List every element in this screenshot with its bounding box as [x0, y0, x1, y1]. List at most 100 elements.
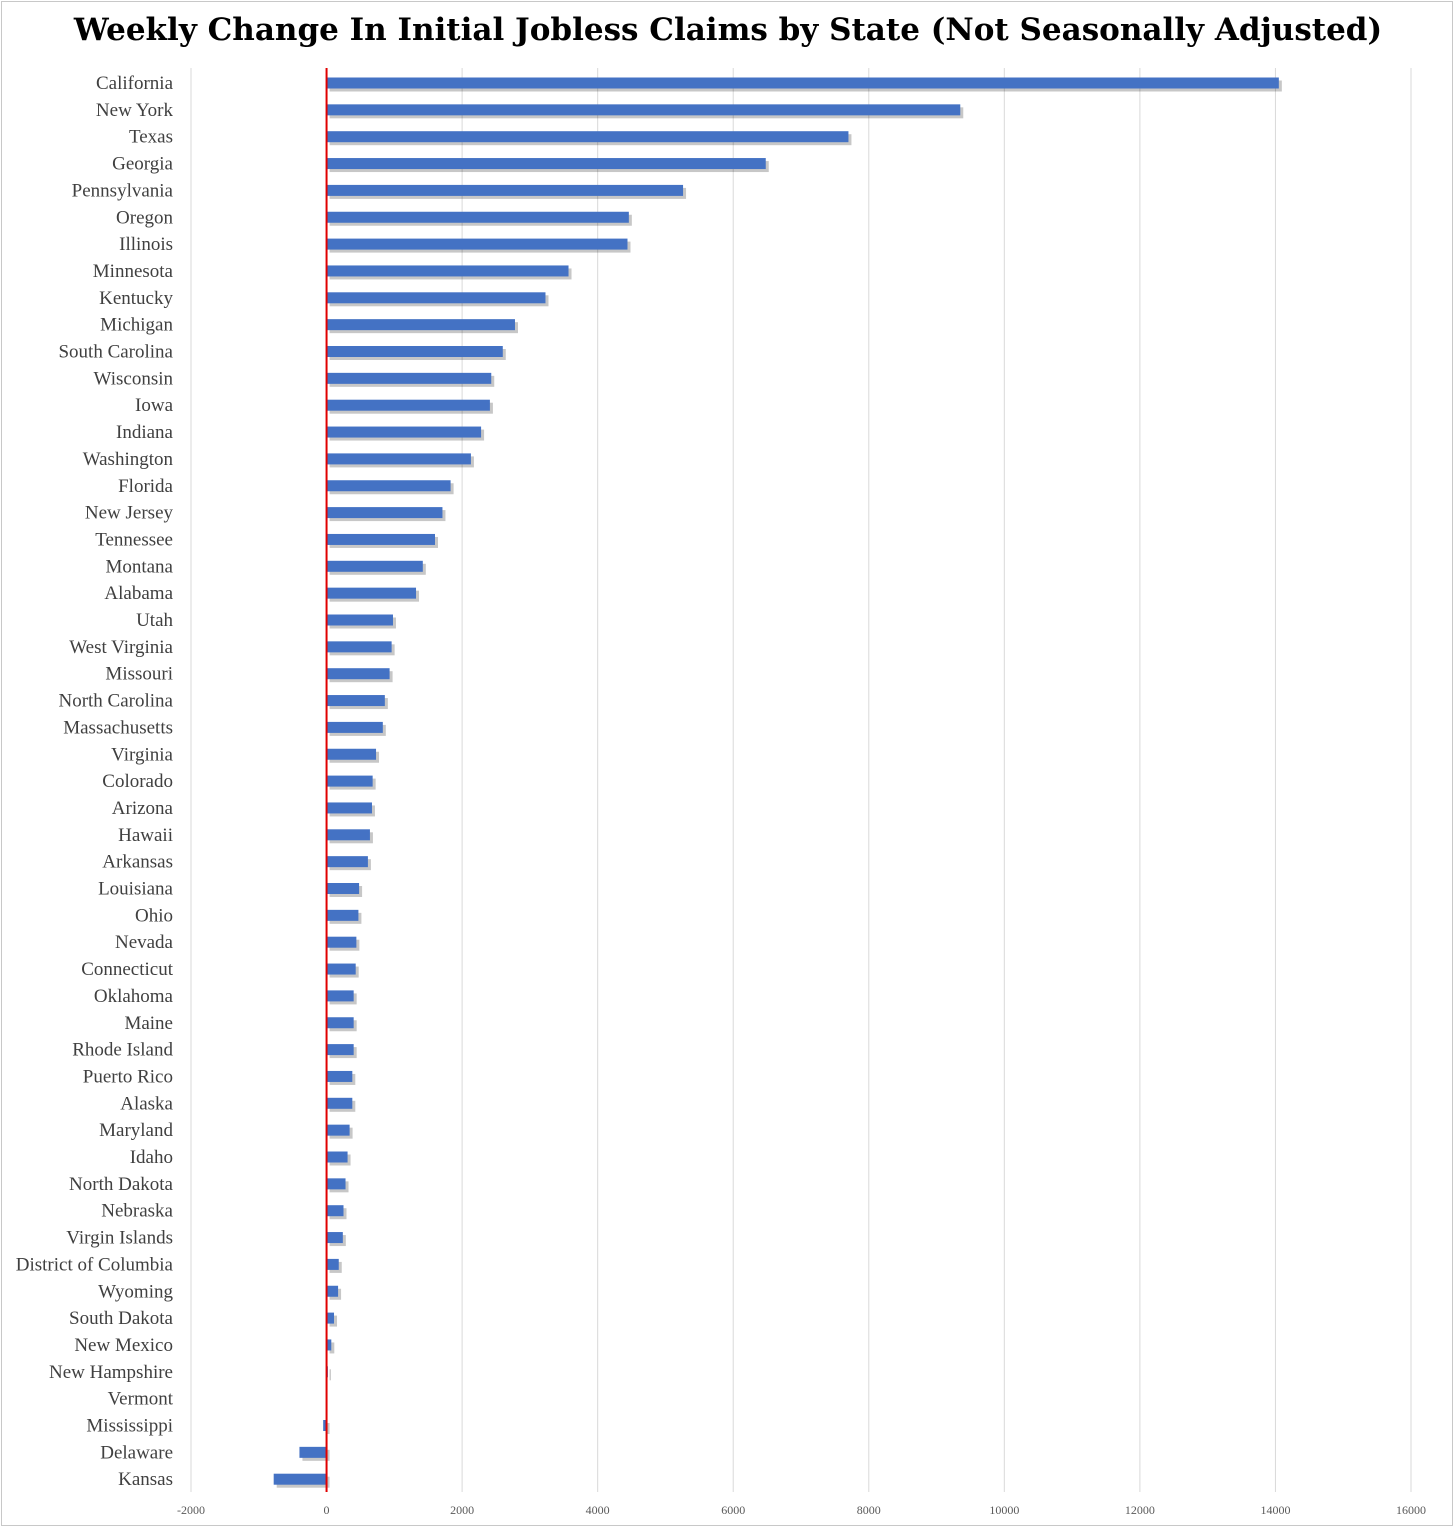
x-tick-label: 2000 [450, 1503, 474, 1517]
category-label: Nevada [115, 932, 174, 953]
bar-nebraska [326, 1205, 344, 1217]
category-label: Rhode Island [72, 1040, 173, 1061]
category-label: New Hampshire [49, 1362, 173, 1383]
category-label: Illinois [119, 234, 173, 255]
category-label: Hawaii [118, 825, 173, 846]
category-label: Michigan [100, 315, 173, 336]
category-label: Missouri [105, 664, 173, 685]
category-label: Nebraska [101, 1201, 173, 1222]
bar-tennessee [326, 533, 435, 545]
category-label: Mississippi [86, 1416, 173, 1437]
category-label: North Dakota [69, 1174, 174, 1195]
category-label: Maine [124, 1013, 173, 1034]
x-tick-label: 14000 [1260, 1503, 1290, 1517]
bar-north-dakota [326, 1178, 346, 1190]
bar-delaware [299, 1446, 327, 1458]
category-labels: California New York Texas Georgia Pennsylvan… [16, 73, 174, 1490]
x-tick-label: 6000 [721, 1503, 745, 1517]
category-label: New Mexico [74, 1335, 173, 1356]
bar-illinois [326, 238, 628, 250]
bar-alabama [326, 587, 417, 599]
chart-title: Weekly Change In Initial Jobless Claims … [73, 12, 1383, 48]
category-label: Colorado [102, 771, 173, 792]
bar-alaska [326, 1097, 353, 1109]
x-tick-label: 0 [324, 1503, 330, 1517]
bar-connecticut [326, 963, 356, 975]
bar-oregon [326, 211, 629, 223]
category-label: Florida [118, 476, 173, 497]
x-tick-labels: -2000 0 2000 4000 6000 8000 10000 12000 14000 160… [177, 1503, 1426, 1517]
category-label: Ohio [135, 905, 173, 926]
bar-colorado [326, 775, 373, 787]
category-label: California [96, 73, 174, 94]
category-label: Virgin Islands [66, 1228, 173, 1249]
bar-nevada [326, 936, 357, 948]
bar-georgia [326, 158, 766, 170]
category-label: Wyoming [98, 1281, 173, 1302]
bar-indiana [326, 426, 482, 438]
bar-new-jersey [326, 507, 443, 519]
x-tick-label: 16000 [1396, 1503, 1426, 1517]
bars [273, 77, 1282, 1488]
bar-kansas [273, 1473, 327, 1485]
category-label: District of Columbia [16, 1254, 174, 1275]
bar-arizona [326, 802, 372, 814]
bar-ohio [326, 909, 359, 921]
bar-shadow [329, 1342, 335, 1354]
category-label: New York [96, 100, 174, 121]
bar-new-york [326, 104, 961, 116]
category-label: Vermont [108, 1389, 174, 1410]
bar-wyoming [326, 1285, 339, 1297]
category-label: Indiana [116, 422, 174, 443]
bar-arkansas [326, 856, 368, 868]
bar-virginia [326, 748, 377, 760]
category-label: Wisconsin [94, 368, 174, 389]
category-label: North Carolina [58, 691, 173, 712]
category-label: Kansas [118, 1469, 173, 1490]
bar-oklahoma [326, 990, 354, 1002]
bar-maryland [326, 1124, 350, 1136]
bar-texas [326, 131, 849, 143]
x-tick-label: 4000 [586, 1503, 610, 1517]
category-label: West Virginia [69, 637, 173, 658]
category-label: Texas [129, 127, 173, 148]
category-label: South Dakota [69, 1308, 174, 1329]
bar-california [326, 77, 1279, 89]
x-tick-label: 12000 [1125, 1503, 1155, 1517]
bar-florida [326, 480, 451, 492]
category-label: Iowa [135, 395, 174, 416]
bar-shadow [329, 1369, 331, 1381]
bar-louisiana [326, 883, 360, 894]
bar-washington [326, 453, 471, 465]
bar-wisconsin [326, 372, 492, 384]
bar-north-carolina [326, 695, 385, 707]
category-label: Montana [105, 556, 173, 577]
bar-rhode-island [326, 1044, 354, 1056]
bar-idaho [326, 1151, 348, 1163]
category-label: Kentucky [99, 288, 173, 309]
category-label: Massachusetts [63, 717, 173, 738]
category-label: Washington [83, 449, 174, 470]
category-label: Arkansas [102, 852, 173, 873]
bar-pennsylvania [326, 184, 684, 196]
bar-west-virginia [326, 641, 392, 653]
x-tick-label: 8000 [857, 1503, 881, 1517]
bar-maine [326, 1017, 354, 1029]
category-label: Arizona [112, 798, 174, 819]
bar-missouri [326, 668, 390, 680]
x-tick-label: -2000 [177, 1503, 205, 1517]
category-label: Utah [136, 610, 173, 631]
category-label: Oregon [116, 207, 173, 228]
category-label: Maryland [99, 1120, 173, 1141]
category-label: Connecticut [81, 959, 174, 980]
category-label: Alabama [104, 583, 173, 604]
category-label: Puerto Rico [83, 1066, 173, 1087]
bar-puerto-rico [326, 1070, 353, 1082]
bar-minnesota [326, 265, 569, 277]
category-label: Alaska [120, 1093, 173, 1114]
bar-new-mexico [326, 1339, 332, 1351]
bar-iowa [326, 399, 490, 411]
category-label: Georgia [112, 154, 173, 175]
